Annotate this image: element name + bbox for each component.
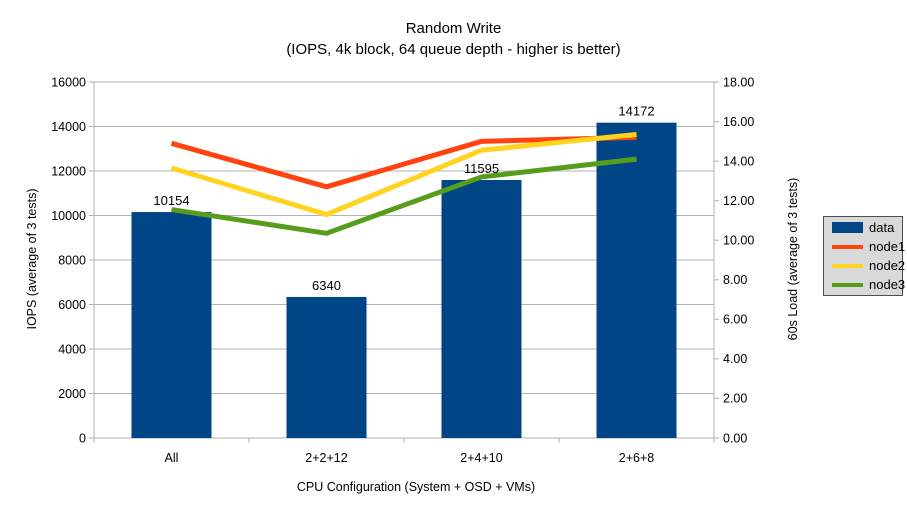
left-axis-tick-label: 4000 [58, 342, 86, 356]
legend-label: node3 [869, 277, 906, 292]
legend-entry-data: data [832, 218, 902, 237]
x-axis-category-label: 2+6+8 [619, 451, 655, 465]
right-axis-tick-label: 10.00 [723, 234, 754, 248]
left-axis-tick-label: 10000 [51, 209, 86, 223]
legend-entry-node2: node2 [832, 256, 906, 275]
left-axis-tick-label: 14000 [51, 120, 86, 134]
legend-line-swatch [832, 263, 863, 268]
legend-label: data [869, 220, 895, 235]
legend-label: node1 [869, 239, 906, 254]
left-axis-title: IOPS (average of 3 tests) [25, 188, 39, 330]
legend-line-swatch [832, 282, 863, 287]
bar [286, 296, 367, 438]
line-node1 [170, 134, 637, 190]
right-axis-tick-label: 12.00 [723, 194, 754, 208]
left-axis-tick-label: 2000 [58, 387, 86, 401]
left-axis-tick-label: 0 [79, 431, 86, 445]
right-axis-tick-label: 0.00 [723, 431, 747, 445]
left-axis-tick-label: 16000 [51, 75, 86, 89]
left-axis-tick-label: 8000 [58, 253, 86, 267]
bar [131, 212, 212, 438]
right-axis-tick-label: 4.00 [723, 352, 747, 366]
x-axis-category-label: All [165, 451, 179, 465]
legend: data node1 node2 node3 [823, 216, 906, 296]
right-axis-tick-label: 14.00 [723, 154, 754, 168]
bar-value-label: 10154 [153, 193, 189, 208]
right-axis-tick-label: 6.00 [723, 313, 747, 327]
line-node2 [170, 131, 637, 218]
line-node3 [171, 156, 637, 236]
legend-line-swatch [832, 244, 863, 249]
bar-value-label: 6340 [312, 278, 341, 293]
bar [596, 122, 677, 438]
x-axis-category-label: 2+2+12 [305, 451, 347, 465]
bar-value-label: 11595 [464, 161, 499, 176]
legend-label: node2 [869, 258, 906, 273]
legend-entry-node1: node1 [832, 237, 906, 256]
left-axis-tick-label: 6000 [58, 298, 86, 312]
right-axis-tick-label: 18.00 [723, 75, 754, 89]
x-axis-title: CPU Configuration (System + OSD + VMs) [296, 480, 536, 494]
legend-entry-node3: node3 [832, 275, 906, 294]
right-axis-tick-label: 8.00 [723, 273, 747, 287]
right-axis-title: 60s Load (average of 3 tests) [786, 177, 800, 341]
right-axis-tick-label: 16.00 [723, 115, 754, 129]
left-axis-tick-label: 12000 [51, 164, 86, 178]
legend-bar-swatch [832, 222, 863, 233]
x-axis-category-label: 2+4+10 [460, 451, 502, 465]
bar [441, 180, 522, 439]
bar-value-label: 14172 [618, 104, 654, 119]
chart-title: Random Write [405, 20, 502, 37]
chart-subtitle: (IOPS, 4k block, 64 queue depth - higher… [286, 41, 621, 58]
right-axis-tick-label: 2.00 [723, 392, 747, 406]
